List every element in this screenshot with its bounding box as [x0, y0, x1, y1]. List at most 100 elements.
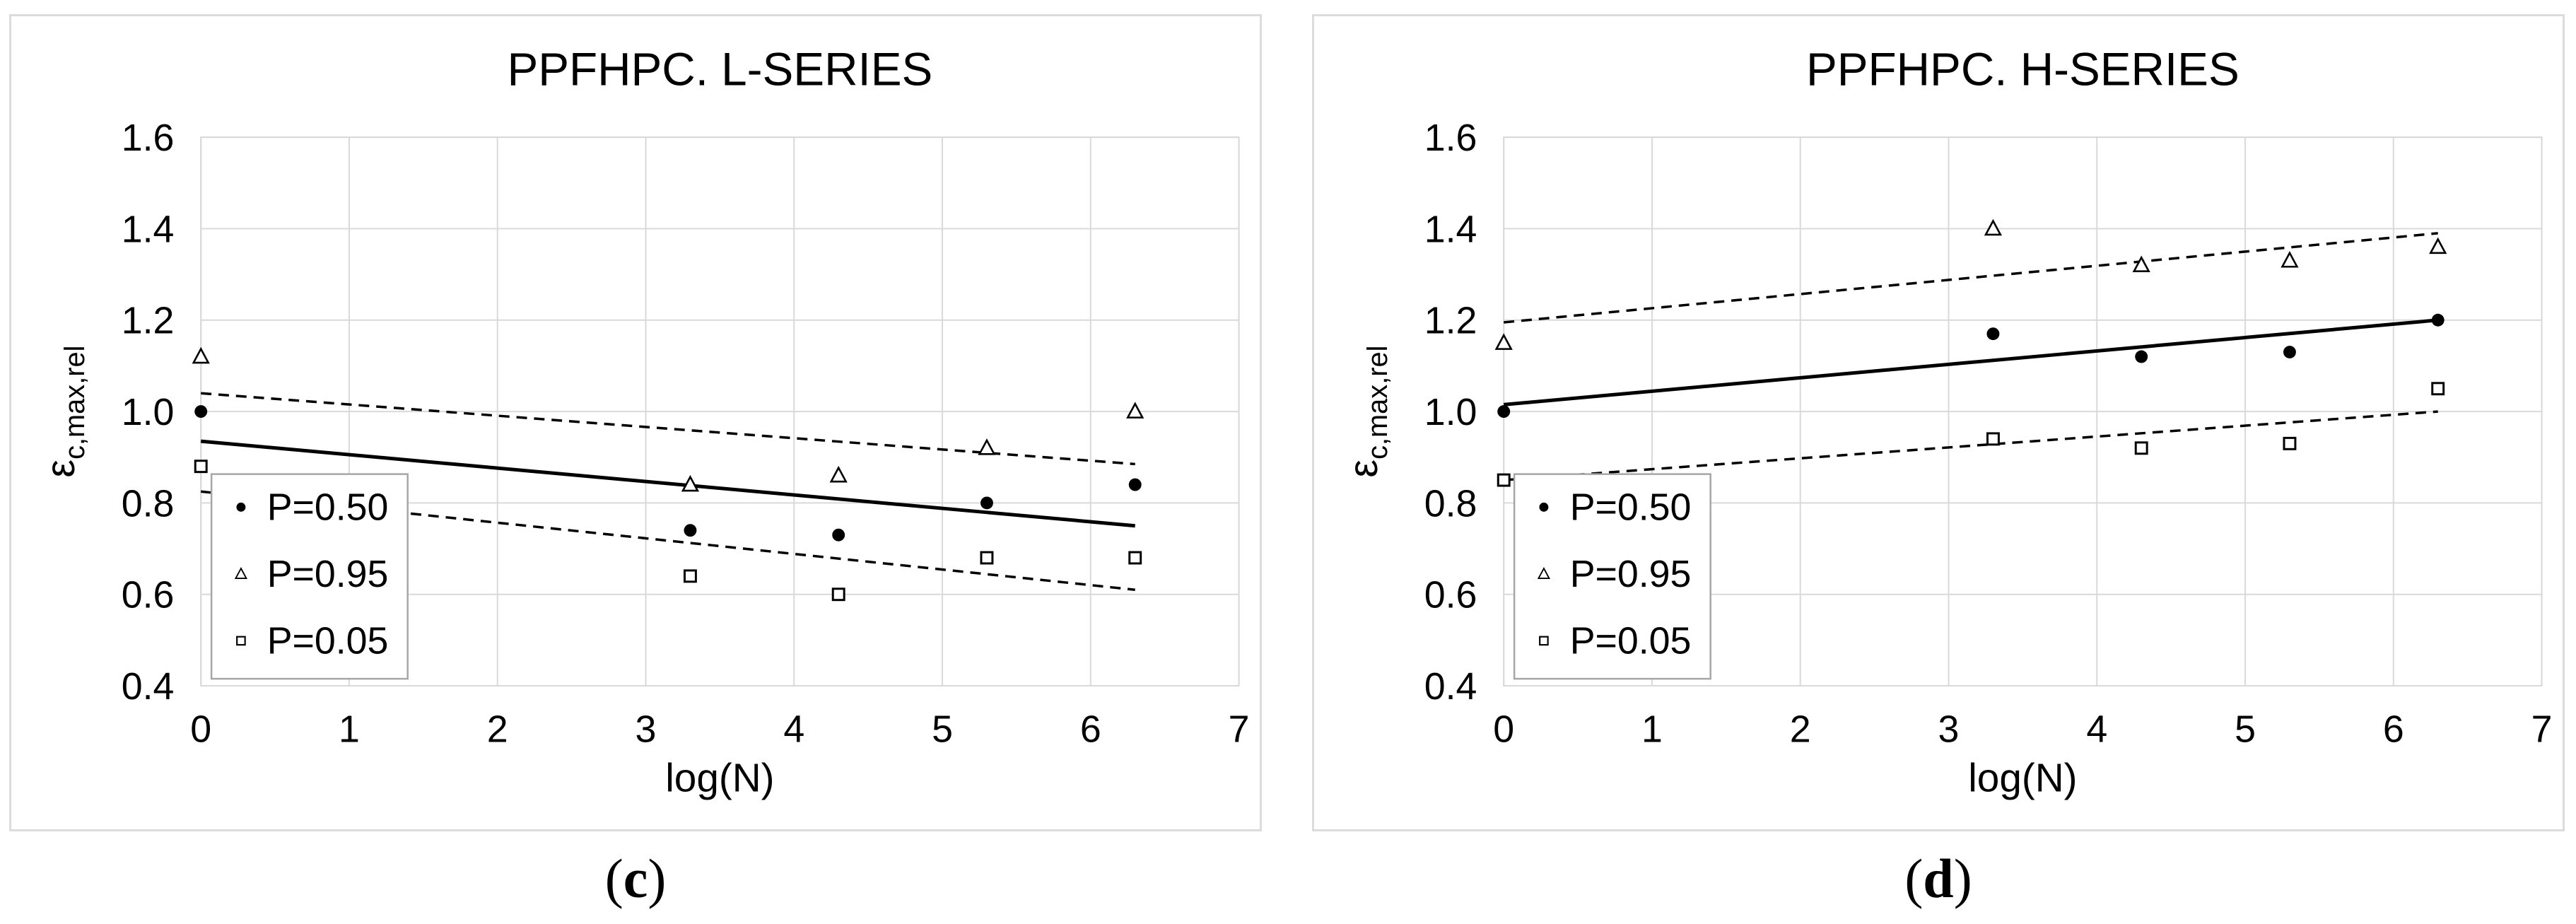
data-point: [2283, 346, 2296, 358]
y-tick-label: 0.8: [122, 482, 175, 525]
x-tick-label: 7: [1229, 708, 1250, 751]
legend-marker-open-square: [1539, 636, 1549, 646]
data-point: [2281, 251, 2299, 268]
legend-marker-open-triangle: [234, 567, 247, 579]
data-point: [194, 405, 208, 419]
data-point: [2429, 237, 2447, 255]
data-point: [980, 496, 993, 510]
x-tick-label: 4: [2086, 708, 2107, 751]
legend: P=0.50 P=0.95 P=0.05: [210, 473, 409, 680]
caption-letter: d: [1923, 848, 1954, 909]
y-tick-label: 1.4: [122, 208, 175, 250]
y-tick-label: 1.2: [1424, 300, 1477, 342]
caption-letter: c: [623, 848, 648, 909]
panel-c: 0.4 0.6 0.8 1.0 1.2 1.4 1.6 0 1 2 3 4 5 6 7 P=0.50 P=0.9…: [9, 14, 1262, 831]
data-point: [978, 438, 996, 455]
x-tick-label: 5: [932, 708, 953, 751]
legend-marker-open-square: [236, 636, 246, 646]
y-axis-label-subscript: c,max,rel: [1362, 346, 1393, 460]
legend-item-label: P=0.95: [1570, 553, 1692, 595]
x-tick-label: 4: [783, 708, 804, 751]
legend-marker-filled-circle: [1539, 502, 1549, 512]
data-point: [1497, 405, 1511, 419]
data-point: [1494, 333, 1513, 350]
data-point: [832, 528, 845, 542]
x-tick-label: 6: [1080, 708, 1101, 751]
data-point: [831, 587, 845, 602]
data-point: [192, 346, 210, 364]
chart-title: PPFHPC. H-SERIES: [1806, 43, 2240, 95]
data-point: [2132, 255, 2150, 272]
y-tick-label: 1.0: [122, 391, 175, 433]
data-point: [829, 465, 848, 483]
legend: P=0.50 P=0.95 P=0.05: [1513, 473, 1711, 680]
x-tick-label: 7: [2531, 708, 2553, 751]
x-tick-label: 3: [636, 708, 657, 751]
x-tick-label: 5: [2235, 708, 2256, 751]
y-axis-label-subscript: c,max,rel: [59, 346, 90, 460]
y-axis-label-base: ε: [1341, 460, 1386, 478]
y-tick-label: 0.6: [122, 574, 175, 616]
x-tick-label: 2: [487, 708, 508, 751]
caption-paren: (: [604, 848, 623, 909]
chart-plot-area: 0.4 0.6 0.8 1.0 1.2 1.4 1.6 0 1 2 3 4 5 6 7 P=0.50 P=0.9…: [122, 117, 1250, 751]
legend-item-label: P=0.50: [267, 486, 389, 528]
data-point: [1497, 473, 1511, 487]
legend-marker-open-triangle: [1537, 567, 1550, 579]
legend-item-label: P=0.50: [1570, 486, 1692, 528]
legend-item-label: P=0.05: [267, 619, 389, 662]
data-point: [1984, 218, 2003, 236]
data-point: [2431, 382, 2445, 396]
data-point: [1986, 327, 2000, 341]
y-tick-label: 0.6: [1424, 574, 1477, 616]
y-tick-label: 1.6: [1424, 117, 1477, 159]
data-point: [683, 569, 697, 583]
trend-line-solid: [1503, 318, 2438, 407]
caption-c: (c): [9, 840, 1262, 921]
legend-item-label: P=0.05: [1570, 619, 1692, 662]
y-axis-label: εc,max,rel: [1341, 346, 1393, 478]
y-axis-label-base: ε: [38, 460, 83, 478]
caption-d: (d): [1312, 840, 2565, 921]
y-tick-label: 1.2: [122, 300, 175, 342]
data-point: [681, 474, 700, 492]
chart-l-series: 0.4 0.6 0.8 1.0 1.2 1.4 1.6 0 1 2 3 4 5 6 7 P=0.50 P=0.9…: [38, 43, 1250, 800]
legend-marker-filled-circle: [236, 502, 246, 512]
caption-paren: ): [1953, 848, 1972, 909]
data-point: [980, 551, 994, 565]
chart-plot-area: 0.4 0.6 0.8 1.0 1.2 1.4 1.6 0 1 2 3 4 5 6 7 P=0.50 P=0.9…: [1424, 117, 2553, 751]
data-point: [1126, 402, 1144, 419]
x-tick-label: 0: [190, 708, 211, 751]
trend-line-dashed: [1504, 410, 2438, 481]
x-axis-label: log(N): [1968, 756, 2077, 800]
trend-line-dashed: [1504, 232, 2438, 324]
y-tick-label: 0.8: [1424, 482, 1477, 525]
panel-d: 0.4 0.6 0.8 1.0 1.2 1.4 1.6 0 1 2 3 4 5 6 7 P=0.50 P=0.9…: [1312, 14, 2565, 831]
trend-line-solid: [200, 439, 1135, 528]
x-tick-label: 3: [1938, 708, 1960, 751]
data-point: [2134, 441, 2148, 455]
y-axis-label: εc,max,rel: [38, 346, 90, 478]
x-tick-label: 2: [1790, 708, 1811, 751]
data-point: [1128, 551, 1142, 565]
y-tick-label: 0.4: [1424, 665, 1477, 708]
y-tick-label: 1.4: [1424, 208, 1477, 250]
data-point: [2283, 436, 2297, 450]
data-point: [684, 524, 697, 537]
x-tick-label: 1: [339, 708, 360, 751]
data-point: [1128, 478, 1142, 491]
data-point: [2431, 313, 2445, 327]
y-tick-label: 1.6: [122, 117, 175, 159]
chart-h-series: 0.4 0.6 0.8 1.0 1.2 1.4 1.6 0 1 2 3 4 5 6 7 P=0.50 P=0.9…: [1341, 43, 2553, 800]
y-tick-label: 1.0: [1424, 391, 1477, 433]
caption-paren: (: [1904, 848, 1924, 909]
x-tick-label: 0: [1493, 708, 1514, 751]
data-point: [194, 460, 208, 474]
x-tick-label: 1: [1641, 708, 1663, 751]
trend-line-dashed: [201, 490, 1135, 591]
caption-paren: ): [648, 848, 667, 909]
data-point: [2135, 350, 2148, 363]
legend-item-label: P=0.95: [267, 553, 389, 595]
x-tick-label: 6: [2383, 708, 2404, 751]
